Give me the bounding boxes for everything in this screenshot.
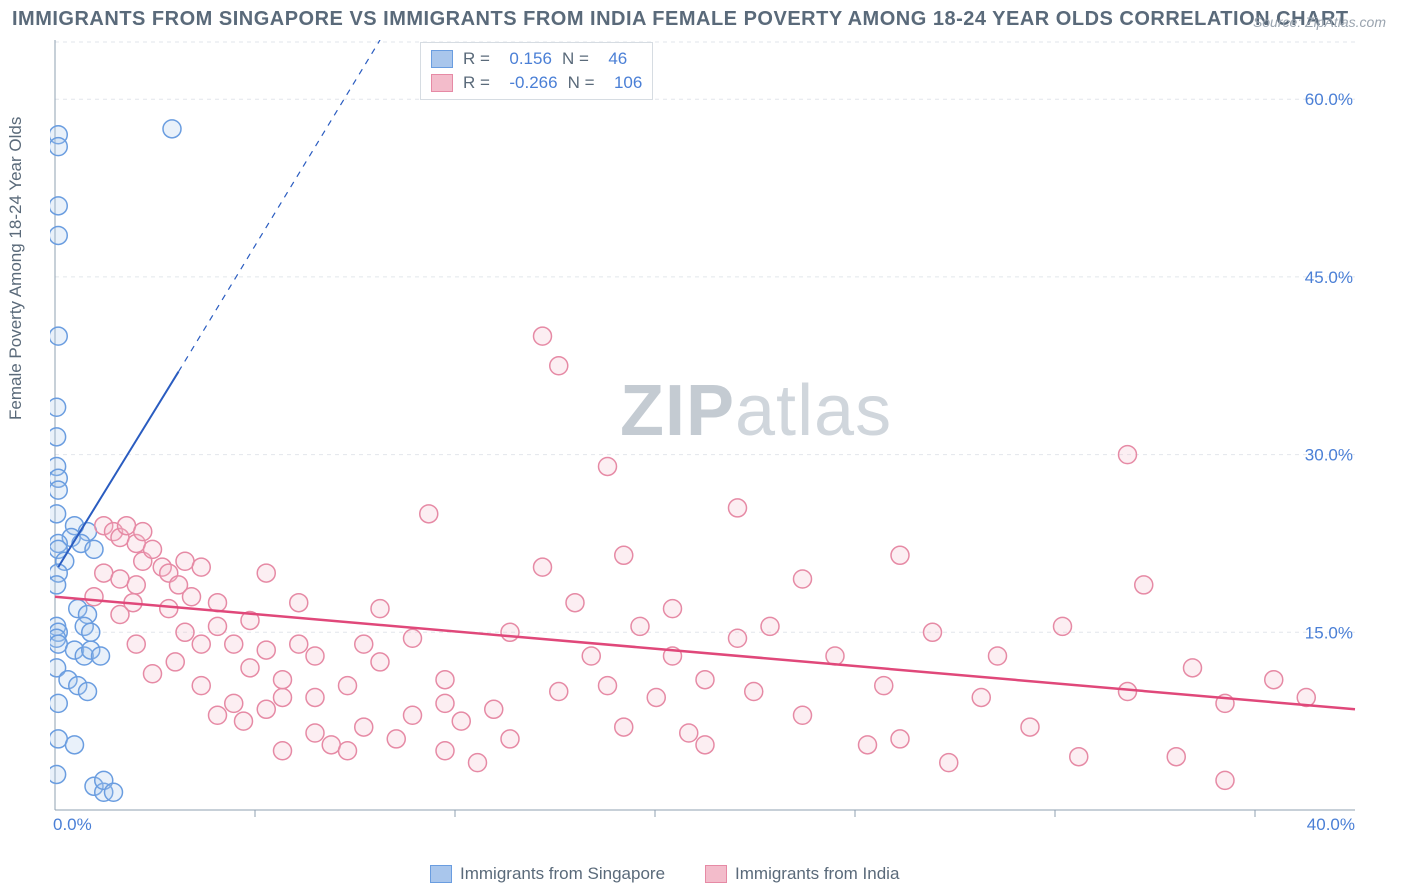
svg-text:30.0%: 30.0% [1305, 446, 1353, 465]
swatch-singapore [430, 865, 452, 883]
legend-row-singapore: R = 0.156 N = 46 [431, 47, 642, 71]
r-value-india: -0.266 [500, 73, 558, 93]
svg-text:60.0%: 60.0% [1305, 90, 1353, 109]
chart-title: IMMIGRANTS FROM SINGAPORE VS IMMIGRANTS … [12, 8, 1349, 31]
swatch-india [705, 865, 727, 883]
n-label: N = [562, 49, 589, 69]
r-value-singapore: 0.156 [500, 49, 552, 69]
swatch-india [431, 74, 453, 92]
watermark: ZIPatlas [620, 370, 892, 452]
legend-row-india: R = -0.266 N = 106 [431, 71, 642, 95]
legend-label-india: Immigrants from India [735, 864, 899, 884]
r-label: R = [463, 49, 490, 69]
n-value-singapore: 46 [599, 49, 627, 69]
series-legend: Immigrants from Singapore Immigrants fro… [430, 864, 899, 884]
legend-item-india: Immigrants from India [705, 864, 899, 884]
svg-text:15.0%: 15.0% [1305, 623, 1353, 642]
svg-text:40.0%: 40.0% [1307, 815, 1355, 830]
legend-label-singapore: Immigrants from Singapore [460, 864, 665, 884]
source-attribution: Source: ZipAtlas.com [1253, 14, 1386, 30]
svg-text:0.0%: 0.0% [53, 815, 92, 830]
svg-text:45.0%: 45.0% [1305, 268, 1353, 287]
legend-item-singapore: Immigrants from Singapore [430, 864, 665, 884]
r-label: R = [463, 73, 490, 93]
swatch-singapore [431, 50, 453, 68]
y-axis-label: Female Poverty Among 18-24 Year Olds [6, 117, 26, 420]
correlation-legend: R = 0.156 N = 46 R = -0.266 N = 106 [420, 42, 653, 100]
n-value-india: 106 [605, 73, 643, 93]
n-label: N = [568, 73, 595, 93]
